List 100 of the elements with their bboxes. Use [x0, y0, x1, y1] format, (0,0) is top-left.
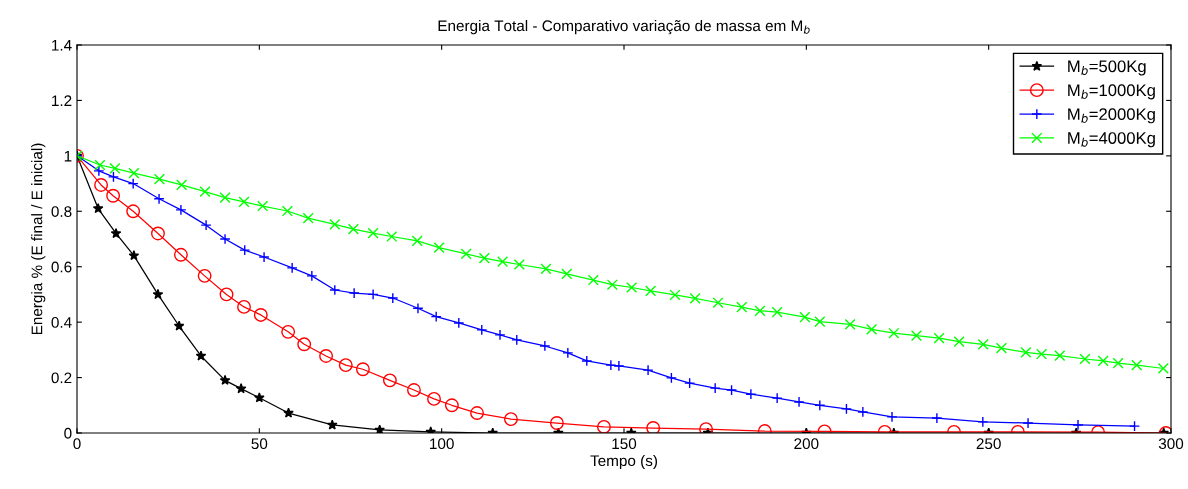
- point: [581, 355, 593, 367]
- point: [665, 372, 677, 384]
- point: [1035, 348, 1048, 360]
- point: [709, 382, 721, 394]
- point: [840, 403, 853, 415]
- point: [412, 302, 424, 314]
- y-axis-title: Energia % (E final / E inicial): [31, 143, 46, 335]
- point: [387, 292, 399, 304]
- point: [1131, 359, 1143, 371]
- point: [281, 205, 293, 217]
- point: [771, 306, 783, 318]
- point: [175, 204, 187, 216]
- point: [382, 373, 397, 388]
- point: [562, 347, 574, 359]
- point: [302, 212, 314, 224]
- point: [281, 324, 296, 339]
- point: [286, 262, 298, 274]
- point: [1079, 353, 1091, 365]
- point: [1157, 362, 1169, 374]
- point: [540, 263, 552, 275]
- point: [107, 171, 120, 183]
- point: [995, 342, 1007, 354]
- point: [176, 179, 188, 191]
- y-tick-label: 0.2: [51, 372, 72, 384]
- y-tick-label: 0: [64, 427, 72, 439]
- point: [367, 288, 379, 300]
- point: [857, 406, 869, 418]
- point: [127, 178, 139, 190]
- point: [219, 287, 234, 302]
- point: [1054, 350, 1066, 362]
- legend-label: M$_{b}$=1000Kg: [1068, 84, 1155, 100]
- point: [645, 285, 657, 297]
- point: [253, 307, 268, 322]
- point: [977, 416, 989, 428]
- point: [254, 392, 265, 403]
- point: [152, 288, 164, 300]
- point: [347, 223, 359, 235]
- point: [306, 270, 318, 282]
- point: [338, 358, 353, 373]
- point: [754, 305, 766, 317]
- point: [128, 250, 140, 261]
- point: [814, 316, 826, 328]
- point: [153, 173, 165, 185]
- point: [539, 340, 551, 352]
- point: [613, 360, 625, 372]
- point: [235, 383, 247, 394]
- point: [258, 251, 270, 263]
- x-tick-label: 0: [73, 438, 81, 450]
- point: [669, 289, 681, 301]
- point: [151, 226, 165, 241]
- point: [605, 359, 617, 371]
- point: [1128, 420, 1141, 432]
- point: [433, 242, 445, 254]
- point: [93, 165, 105, 177]
- point: [910, 330, 923, 342]
- point: [689, 292, 701, 304]
- point: [771, 392, 783, 404]
- x-tick-label: 300: [1158, 438, 1184, 450]
- y-tick-label: 0.4: [51, 317, 72, 328]
- y-tick-label: 0.8: [51, 206, 72, 217]
- point: [561, 268, 573, 280]
- point: [173, 247, 188, 262]
- point: [793, 396, 805, 408]
- point: [197, 268, 212, 283]
- point: [886, 411, 898, 423]
- y-tick-label: 1: [64, 150, 72, 162]
- point: [888, 327, 900, 339]
- point: [411, 235, 423, 247]
- point: [1022, 417, 1034, 429]
- point: [92, 202, 104, 214]
- point: [699, 422, 713, 433]
- point: [814, 399, 826, 411]
- point: [239, 244, 251, 256]
- point: [494, 329, 506, 341]
- point: [977, 338, 989, 350]
- point: [470, 406, 484, 420]
- point: [497, 256, 509, 268]
- point: [329, 284, 341, 296]
- point: [110, 227, 122, 239]
- point: [329, 218, 341, 230]
- point: [745, 388, 757, 400]
- x-tick-label: 100: [430, 438, 454, 450]
- point: [844, 318, 856, 330]
- legend-label: M$_{b}$=4000Kg: [1068, 132, 1155, 148]
- point: [199, 186, 211, 198]
- point: [453, 317, 465, 329]
- point: [257, 200, 269, 212]
- point: [504, 412, 518, 427]
- point: [94, 178, 109, 192]
- point: [736, 301, 748, 313]
- point: [606, 279, 618, 291]
- point: [1097, 355, 1109, 367]
- point: [511, 334, 523, 346]
- point: [219, 192, 231, 204]
- point: [427, 391, 441, 406]
- point: [646, 421, 661, 433]
- point: [430, 311, 442, 323]
- point: [1072, 419, 1084, 431]
- point: [549, 416, 564, 430]
- point: [726, 384, 738, 396]
